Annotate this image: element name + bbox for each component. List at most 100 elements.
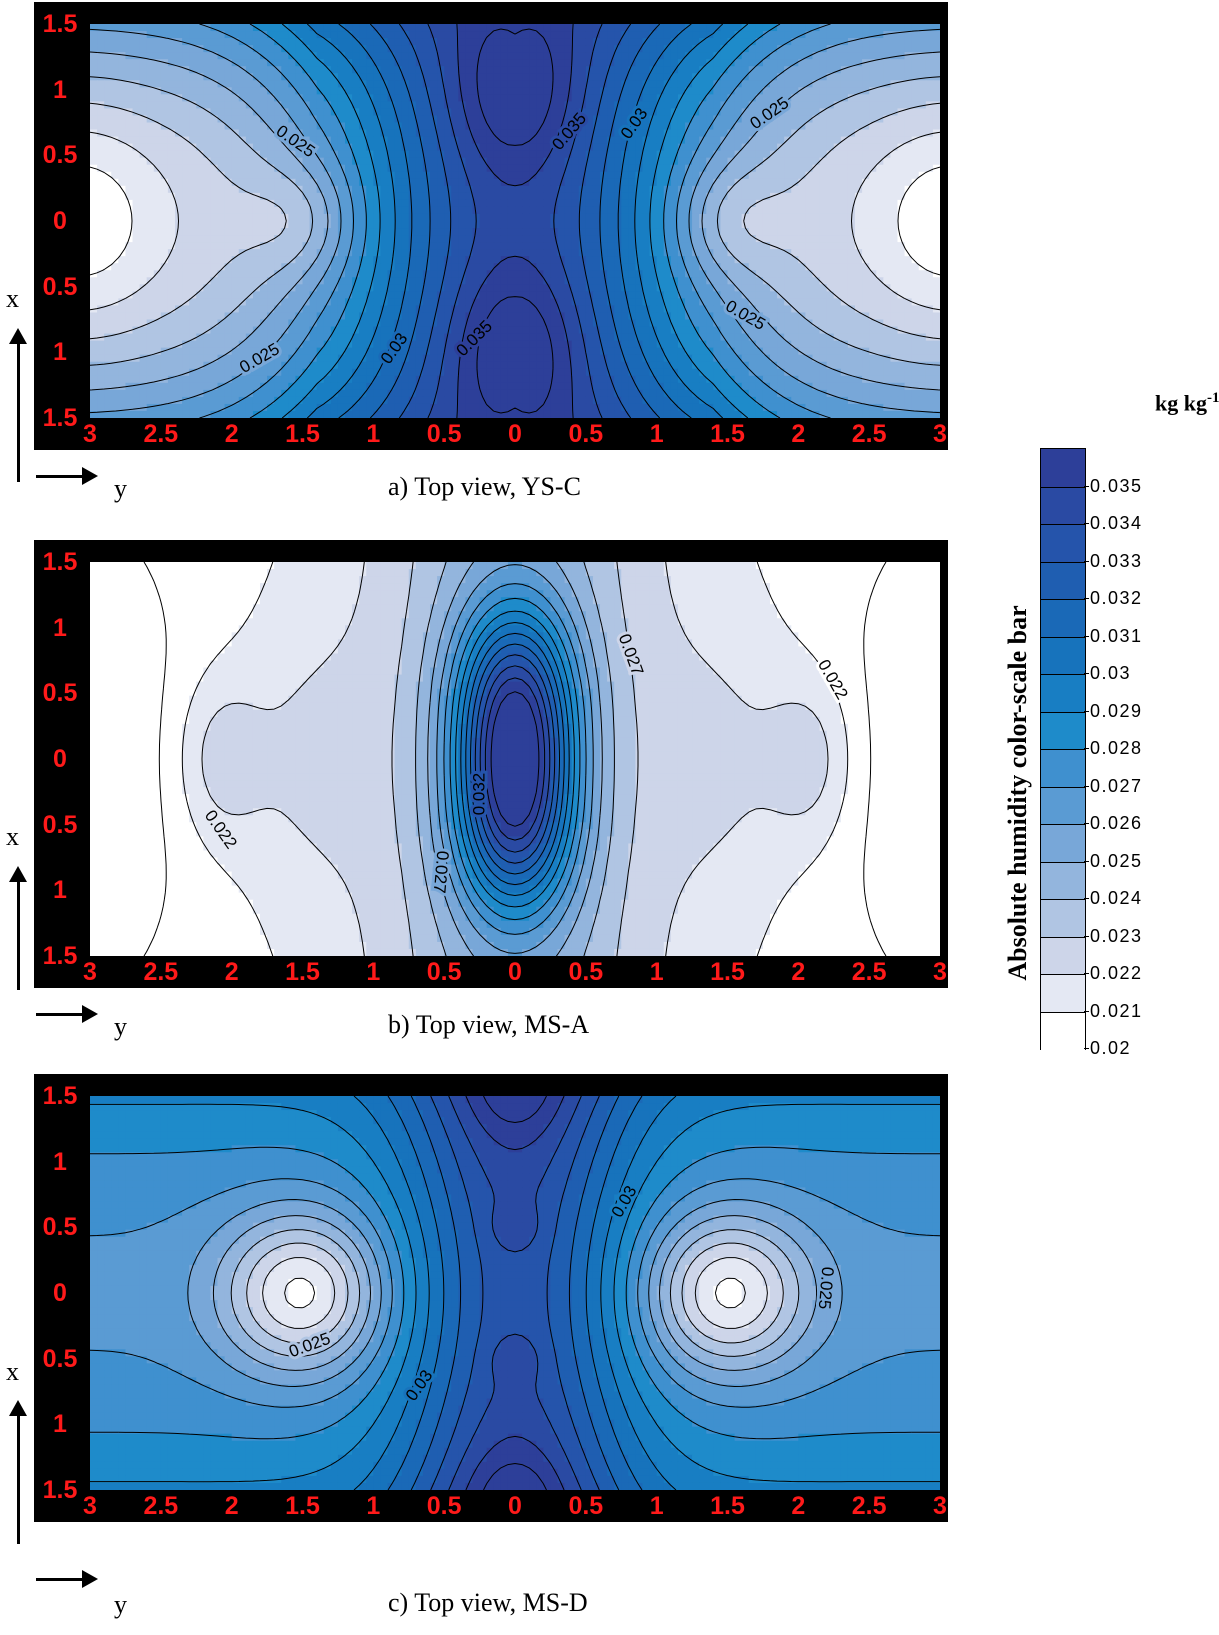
contour-lines xyxy=(90,24,940,418)
colorbar-tick-label: 0.032 xyxy=(1090,589,1143,607)
colorbar-tick-label: 0.028 xyxy=(1090,739,1143,757)
colorbar-swatch xyxy=(1041,486,1085,525)
colorbar-tick xyxy=(1084,673,1089,674)
x-tick-label: 1.5 xyxy=(273,1492,333,1520)
colorbar-swatch xyxy=(1041,674,1085,713)
y-tick-label: 1.5 xyxy=(34,944,86,969)
x-tick-label: 2 xyxy=(768,1492,828,1520)
colorbar xyxy=(1040,448,1086,1050)
y-arrow-icon xyxy=(36,467,98,485)
panel-b: 0.027 0.022 0.022 0.032 0.027 1.5 1 0.5 0 0.5 1 1.… xyxy=(34,540,948,988)
contour-label: 0.027 xyxy=(430,850,453,894)
x-tick-label: 0 xyxy=(485,958,545,986)
x-tick-label: 1.5 xyxy=(698,1492,758,1520)
contour-fill xyxy=(90,562,940,956)
x-tick-label: 2.5 xyxy=(131,420,191,448)
x-tick-label: 1 xyxy=(627,1492,687,1520)
colorbar-units: kg kg-1 xyxy=(1155,390,1219,416)
x-tick-label: 1 xyxy=(343,958,403,986)
colorbar-tick xyxy=(1084,823,1089,824)
y-tick-label: 1 xyxy=(34,1412,86,1437)
caption-c: c) Top view, MS-D xyxy=(388,1588,588,1618)
x-tick-label: 2.5 xyxy=(131,1492,191,1520)
x-axis-label-a: y xyxy=(114,474,127,504)
x-tick-label: 2.5 xyxy=(131,958,191,986)
y-axis-label-b: x xyxy=(6,822,19,852)
colorbar-swatch xyxy=(1041,749,1085,788)
x-tick-label: 2 xyxy=(202,420,262,448)
x-tick-label: 2 xyxy=(768,420,828,448)
x-tick-label: 0.5 xyxy=(556,1492,616,1520)
colorbar-tick-label: 0.02 xyxy=(1090,1039,1131,1057)
colorbar-swatch xyxy=(1041,1011,1085,1050)
y-tick-label: 1.5 xyxy=(34,1478,86,1503)
x-tick-label: 2 xyxy=(202,958,262,986)
colorbar-swatch xyxy=(1041,524,1085,563)
contour-fill xyxy=(90,1096,940,1490)
colorbar-tick xyxy=(1084,598,1089,599)
y-tick-label: 0.5 xyxy=(34,143,86,168)
colorbar-swatch xyxy=(1041,936,1085,975)
x-tick-label: 1.5 xyxy=(273,420,333,448)
y-axis-label-a: x xyxy=(6,284,19,314)
x-arrow-icon xyxy=(9,328,27,482)
y-tick-label: 0.5 xyxy=(34,681,86,706)
y-tick-label: 1 xyxy=(34,615,86,641)
y-tick-label: 0.5 xyxy=(34,1215,86,1240)
y-tick-label: 0.5 xyxy=(34,274,86,300)
x-tick-label: 1 xyxy=(627,958,687,986)
colorbar-tick xyxy=(1084,523,1089,524)
y-tick-label: 1.5 xyxy=(34,406,86,431)
y-tick-label: 1 xyxy=(34,878,86,903)
x-tick-label: 3 xyxy=(60,1492,120,1520)
x-tick-label: 2 xyxy=(768,958,828,986)
colorbar-units-exponent: -1 xyxy=(1207,390,1219,406)
x-tick-label: 0 xyxy=(485,420,545,448)
x-tick-label: 2.5 xyxy=(839,958,899,986)
colorbar-tick xyxy=(1084,1010,1089,1012)
x-tick-label: 1.5 xyxy=(273,958,333,986)
colorbar-swatch xyxy=(1041,786,1085,825)
colorbar-tick-label: 0.033 xyxy=(1090,552,1143,570)
x-tick-label: 3 xyxy=(910,958,970,986)
colorbar-swatch xyxy=(1041,599,1085,638)
colorbar-tick-label: 0.031 xyxy=(1090,627,1143,645)
contour-line-path xyxy=(143,562,887,956)
colorbar-tick-label: 0.03 xyxy=(1090,664,1131,682)
x-tick-label: 3 xyxy=(60,420,120,448)
contour-lines xyxy=(143,562,887,956)
colorbar-tick-label: 0.035 xyxy=(1090,477,1143,495)
panel-c: 0.03 0.025 0.03 0.025 1.5 1 0.5 0 0.5 1 1.5 3 2.5 2 1… xyxy=(34,1074,948,1522)
y-tick-label: 1.5 xyxy=(34,550,86,575)
x-tick-label: 2 xyxy=(202,1492,262,1520)
colorbar-tick-label: 0.022 xyxy=(1090,964,1143,982)
colorbar-tick-label: 0.021 xyxy=(1090,1002,1143,1020)
colorbar-swatch xyxy=(1041,974,1085,1013)
colorbar-swatch xyxy=(1041,899,1085,938)
y-tick-label: 0 xyxy=(34,1281,86,1306)
colorbar-tick-label: 0.023 xyxy=(1090,927,1143,945)
x-tick-label: 3 xyxy=(910,1492,970,1520)
x-axis-label-c: y xyxy=(114,1590,127,1620)
x-tick-label: 2.5 xyxy=(839,1492,899,1520)
colorbar-swatch xyxy=(1041,449,1085,487)
colorbar-tick-label: 0.024 xyxy=(1090,889,1143,907)
contour-line-path xyxy=(90,24,940,418)
y-axis-label-c: x xyxy=(6,1357,19,1387)
colorbar-tick xyxy=(1084,860,1089,862)
y-arrow-icon xyxy=(36,1005,98,1023)
x-tick-label: 0.5 xyxy=(556,420,616,448)
colorbar-tick xyxy=(1084,935,1089,937)
colorbar-swatch xyxy=(1041,711,1085,750)
colorbar-tick xyxy=(1084,560,1089,562)
x-tick-label: 1.5 xyxy=(698,420,758,448)
caption-b: b) Top view, MS-A xyxy=(388,1010,589,1040)
colorbar-tick-label: 0.029 xyxy=(1090,702,1143,720)
x-tick-label: 0.5 xyxy=(414,420,474,448)
x-tick-label: 1 xyxy=(343,420,403,448)
colorbar-swatch xyxy=(1041,636,1085,675)
colorbar-title: Absolute humidity color-scale bar xyxy=(1003,543,1033,1043)
y-tick-label: 0.5 xyxy=(34,1346,86,1372)
